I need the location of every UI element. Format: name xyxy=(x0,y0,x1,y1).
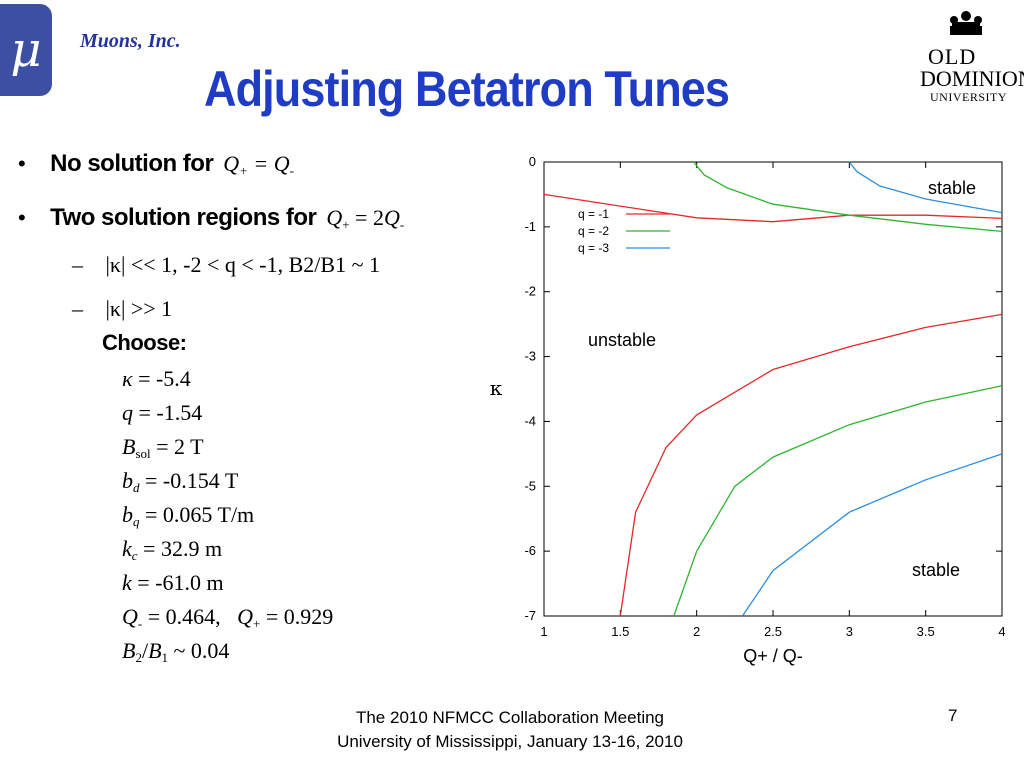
param-bsol: Bsol = 2 T xyxy=(122,434,204,461)
subbullet-1: – |κ| << 1, -2 < q < -1, B2/B1 ~ 1 xyxy=(72,252,380,277)
legend-label: q = -2 xyxy=(578,224,609,238)
series-2-lower-line xyxy=(673,385,1003,617)
x-tick-label: 2.5 xyxy=(764,624,782,639)
region-label-stable: stable xyxy=(912,560,960,580)
y-tick-label: -1 xyxy=(524,219,536,234)
param-kc: kc = 32.9 m xyxy=(122,536,223,563)
param-q: q = -1.54 xyxy=(122,400,203,425)
y-tick-label: -4 xyxy=(524,413,536,428)
stability-chart: 1 1.5 2 2.5 3 3.5 4 0 -1 -2 -3 -4 -5 -6 -7 Q+ / Q-κ q = … xyxy=(490,154,1006,666)
param-qplus-value: = 0.929 xyxy=(265,604,334,629)
param-b2b1: B2/B1 ~ 0.04 xyxy=(122,638,230,665)
y-axis-label: κ xyxy=(490,376,503,400)
y-tick-label: -2 xyxy=(524,284,536,299)
param-kappa-value: = -5.4 xyxy=(138,366,191,391)
series-1-upper-line xyxy=(543,193,1003,223)
x-axis-label: Q+ / Q- xyxy=(743,646,803,666)
param-q-values: Q- = 0.464, Q+ = 0.929 xyxy=(122,604,334,631)
company-name: Muons, Inc. xyxy=(80,30,181,52)
subbullet-1-text: |κ| << 1, -2 < q < -1, B2/B1 ~ 1 xyxy=(105,252,380,277)
x-tick-label: 1.5 xyxy=(611,624,629,639)
plot-frame xyxy=(543,161,1003,617)
y-tick-label: -5 xyxy=(524,478,536,493)
param-bsol-value: = 2 T xyxy=(156,434,204,459)
footer-line1: The 2010 NFMCC Collaboration Meeting xyxy=(355,708,665,727)
subbullet-2: – |κ| >> 1 xyxy=(72,296,173,321)
y-tick-label: 0 xyxy=(529,154,536,169)
muons-logo: μ xyxy=(0,4,52,96)
y-tick-label: -7 xyxy=(524,608,536,623)
series-1-lower-line xyxy=(619,313,1003,617)
bullet-2-text: Two solution regions for xyxy=(50,204,317,231)
x-tick-label: 3.5 xyxy=(917,624,935,639)
region-label-unstable: unstable xyxy=(588,330,656,350)
bullet-2-equation: Q+ = 2Q- xyxy=(326,205,405,232)
param-bd: bd = -0.154 T xyxy=(122,468,239,495)
x-tick-label: 1 xyxy=(540,624,547,639)
x-tick-label: 4 xyxy=(998,624,1005,639)
crown-icon xyxy=(950,11,982,35)
slide-title: Adjusting Betatron Tunes xyxy=(204,61,730,117)
param-qminus-value: = 0.464, xyxy=(147,604,221,629)
legend-label: q = -1 xyxy=(578,207,609,221)
region-label-stable: stable xyxy=(928,178,976,198)
series-3-lower-line xyxy=(741,453,1003,617)
footer: The 2010 NFMCC Collaboration Meeting Uni… xyxy=(290,706,730,754)
x-tick-label: 2 xyxy=(693,624,700,639)
param-bd-value: = -0.154 T xyxy=(145,468,239,493)
mu-symbol: μ xyxy=(10,22,42,78)
param-bq-value: = 0.065 T/m xyxy=(145,502,255,527)
y-tick-label: -6 xyxy=(524,543,536,558)
param-kc-value: = 32.9 m xyxy=(143,536,223,561)
subbullet-2-text: |κ| >> 1 xyxy=(105,296,173,321)
bullet-1-text: No solution for xyxy=(50,150,214,177)
param-kappa: κ = -5.4 xyxy=(122,366,191,391)
bullet-1: • No solution for Q+ = Q- xyxy=(18,150,294,178)
param-q-value: = -1.54 xyxy=(138,400,203,425)
page-number: 7 xyxy=(948,706,958,725)
odu-line3: UNIVERSITY xyxy=(930,90,1007,104)
bullet-1-equation: Q+ = Q- xyxy=(217,151,294,178)
legend-label: q = -3 xyxy=(578,241,609,255)
param-b2b1-value: ~ 0.04 xyxy=(173,638,230,663)
y-tick-label: -3 xyxy=(524,349,536,364)
odu-line1: OLD xyxy=(928,44,977,69)
param-k-value: = -61.0 m xyxy=(137,570,224,595)
series-2-upper-line xyxy=(693,161,1003,233)
odu-logo: OLD DOMINION UNIVERSITY xyxy=(918,10,1024,106)
series-3-upper-line xyxy=(848,161,1003,214)
param-k: k = -61.0 m xyxy=(122,570,224,595)
x-tick-label: 3 xyxy=(846,624,853,639)
odu-line2: DOMINION xyxy=(920,66,1024,91)
choose-label: Choose: xyxy=(102,330,187,355)
bullet-2: • Two solution regions for Q+ = 2Q- xyxy=(18,204,405,232)
footer-line2: University of Mississippi, January 13-16… xyxy=(337,732,683,751)
param-bq: bq = 0.065 T/m xyxy=(122,502,255,529)
